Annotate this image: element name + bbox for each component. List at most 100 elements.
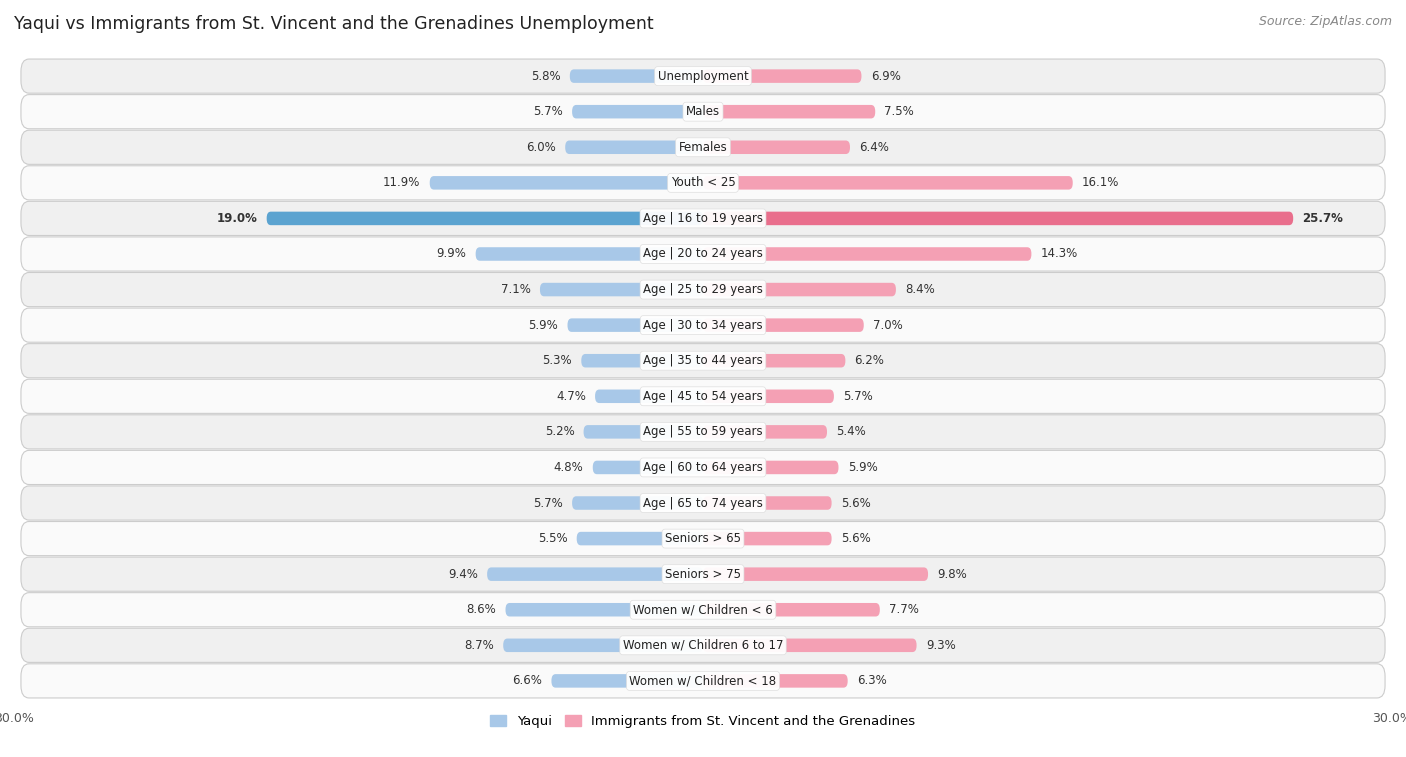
Text: Age | 45 to 54 years: Age | 45 to 54 years: [643, 390, 763, 403]
Text: Males: Males: [686, 105, 720, 118]
FancyBboxPatch shape: [572, 497, 703, 509]
Text: 11.9%: 11.9%: [384, 176, 420, 189]
Text: 6.4%: 6.4%: [859, 141, 889, 154]
Text: 8.6%: 8.6%: [467, 603, 496, 616]
Text: Age | 16 to 19 years: Age | 16 to 19 years: [643, 212, 763, 225]
FancyBboxPatch shape: [572, 105, 703, 118]
FancyBboxPatch shape: [21, 450, 1385, 484]
Text: Age | 65 to 74 years: Age | 65 to 74 years: [643, 497, 763, 509]
FancyBboxPatch shape: [21, 379, 1385, 413]
Text: 5.7%: 5.7%: [533, 105, 562, 118]
Text: Age | 60 to 64 years: Age | 60 to 64 years: [643, 461, 763, 474]
FancyBboxPatch shape: [267, 212, 703, 225]
FancyBboxPatch shape: [703, 319, 863, 332]
Text: 4.8%: 4.8%: [554, 461, 583, 474]
Text: 5.2%: 5.2%: [544, 425, 575, 438]
FancyBboxPatch shape: [21, 166, 1385, 200]
Text: 5.9%: 5.9%: [529, 319, 558, 332]
Text: 7.1%: 7.1%: [501, 283, 531, 296]
Text: 6.3%: 6.3%: [856, 674, 887, 687]
Text: 9.3%: 9.3%: [925, 639, 956, 652]
FancyBboxPatch shape: [551, 674, 703, 687]
Text: Unemployment: Unemployment: [658, 70, 748, 83]
Text: 5.4%: 5.4%: [837, 425, 866, 438]
FancyBboxPatch shape: [703, 354, 845, 367]
Text: 4.7%: 4.7%: [555, 390, 586, 403]
Text: Age | 25 to 29 years: Age | 25 to 29 years: [643, 283, 763, 296]
FancyBboxPatch shape: [21, 273, 1385, 307]
Text: Females: Females: [679, 141, 727, 154]
Text: Seniors > 75: Seniors > 75: [665, 568, 741, 581]
Text: 7.5%: 7.5%: [884, 105, 914, 118]
Text: Yaqui vs Immigrants from St. Vincent and the Grenadines Unemployment: Yaqui vs Immigrants from St. Vincent and…: [14, 15, 654, 33]
Text: Age | 55 to 59 years: Age | 55 to 59 years: [643, 425, 763, 438]
Text: 8.4%: 8.4%: [905, 283, 935, 296]
FancyBboxPatch shape: [703, 283, 896, 296]
Text: 19.0%: 19.0%: [217, 212, 257, 225]
Text: 6.9%: 6.9%: [870, 70, 900, 83]
FancyBboxPatch shape: [430, 176, 703, 189]
FancyBboxPatch shape: [21, 130, 1385, 164]
FancyBboxPatch shape: [703, 568, 928, 581]
FancyBboxPatch shape: [21, 628, 1385, 662]
Text: Women w/ Children < 6: Women w/ Children < 6: [633, 603, 773, 616]
FancyBboxPatch shape: [703, 603, 880, 616]
Text: 14.3%: 14.3%: [1040, 248, 1078, 260]
Text: 16.1%: 16.1%: [1083, 176, 1119, 189]
Text: 5.5%: 5.5%: [538, 532, 568, 545]
FancyBboxPatch shape: [21, 486, 1385, 520]
Text: 9.8%: 9.8%: [938, 568, 967, 581]
Text: 5.9%: 5.9%: [848, 461, 877, 474]
FancyBboxPatch shape: [475, 248, 703, 260]
Text: 5.8%: 5.8%: [531, 70, 561, 83]
Text: Youth < 25: Youth < 25: [671, 176, 735, 189]
FancyBboxPatch shape: [506, 603, 703, 616]
FancyBboxPatch shape: [21, 344, 1385, 378]
Text: 5.7%: 5.7%: [533, 497, 562, 509]
Text: Seniors > 65: Seniors > 65: [665, 532, 741, 545]
Text: Age | 30 to 34 years: Age | 30 to 34 years: [643, 319, 763, 332]
FancyBboxPatch shape: [21, 557, 1385, 591]
FancyBboxPatch shape: [703, 248, 1032, 260]
FancyBboxPatch shape: [486, 568, 703, 581]
FancyBboxPatch shape: [703, 532, 831, 545]
Text: 5.6%: 5.6%: [841, 532, 870, 545]
Text: 25.7%: 25.7%: [1302, 212, 1343, 225]
FancyBboxPatch shape: [703, 105, 875, 118]
FancyBboxPatch shape: [21, 95, 1385, 129]
FancyBboxPatch shape: [565, 141, 703, 154]
Text: Age | 35 to 44 years: Age | 35 to 44 years: [643, 354, 763, 367]
FancyBboxPatch shape: [703, 674, 848, 687]
Text: 8.7%: 8.7%: [464, 639, 494, 652]
FancyBboxPatch shape: [703, 212, 1294, 225]
FancyBboxPatch shape: [503, 639, 703, 652]
Text: Women w/ Children < 18: Women w/ Children < 18: [630, 674, 776, 687]
Text: 9.4%: 9.4%: [449, 568, 478, 581]
Text: 9.9%: 9.9%: [437, 248, 467, 260]
FancyBboxPatch shape: [703, 639, 917, 652]
FancyBboxPatch shape: [540, 283, 703, 296]
Text: 6.6%: 6.6%: [512, 674, 543, 687]
FancyBboxPatch shape: [21, 237, 1385, 271]
FancyBboxPatch shape: [21, 593, 1385, 627]
Legend: Yaqui, Immigrants from St. Vincent and the Grenadines: Yaqui, Immigrants from St. Vincent and t…: [485, 709, 921, 734]
FancyBboxPatch shape: [593, 461, 703, 474]
FancyBboxPatch shape: [21, 59, 1385, 93]
Text: 6.0%: 6.0%: [526, 141, 555, 154]
FancyBboxPatch shape: [595, 390, 703, 403]
FancyBboxPatch shape: [703, 390, 834, 403]
Text: 5.6%: 5.6%: [841, 497, 870, 509]
FancyBboxPatch shape: [568, 319, 703, 332]
Text: 7.0%: 7.0%: [873, 319, 903, 332]
FancyBboxPatch shape: [21, 664, 1385, 698]
FancyBboxPatch shape: [576, 532, 703, 545]
FancyBboxPatch shape: [21, 522, 1385, 556]
FancyBboxPatch shape: [703, 70, 862, 83]
FancyBboxPatch shape: [21, 201, 1385, 235]
Text: 7.7%: 7.7%: [889, 603, 920, 616]
FancyBboxPatch shape: [569, 70, 703, 83]
Text: 5.7%: 5.7%: [844, 390, 873, 403]
Text: Source: ZipAtlas.com: Source: ZipAtlas.com: [1258, 15, 1392, 28]
FancyBboxPatch shape: [21, 308, 1385, 342]
FancyBboxPatch shape: [581, 354, 703, 367]
